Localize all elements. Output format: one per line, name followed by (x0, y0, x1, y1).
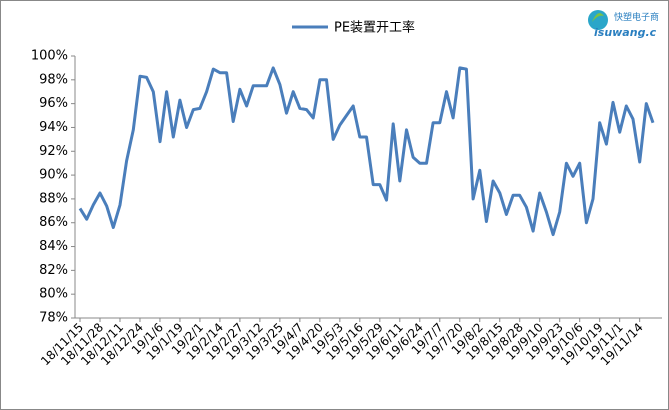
logo: 快塑电子商 isuwang.c (588, 10, 659, 39)
logo-en: isuwang.c (594, 26, 657, 39)
y-tick-label: 96% (39, 96, 68, 111)
logo-cn: 快塑电子商 (614, 11, 659, 23)
series-line (78, 66, 655, 237)
y-tick-label: 82% (39, 263, 68, 278)
legend-label: PE装置开工率 (334, 20, 415, 36)
y-tick-label: 92% (39, 144, 68, 159)
y-tick-label: 94% (39, 120, 68, 135)
y-tick-label: 88% (39, 191, 68, 206)
y-tick-label: 80% (39, 287, 68, 302)
y-tick-label: 86% (39, 215, 68, 230)
logo-leaf (592, 13, 604, 22)
y-tick-label: 78% (39, 311, 68, 326)
y-tick-label: 100% (31, 49, 68, 64)
y-tick-label: 90% (39, 168, 68, 183)
y-tick-label: 84% (39, 239, 68, 254)
y-tick-label: 98% (39, 72, 68, 87)
